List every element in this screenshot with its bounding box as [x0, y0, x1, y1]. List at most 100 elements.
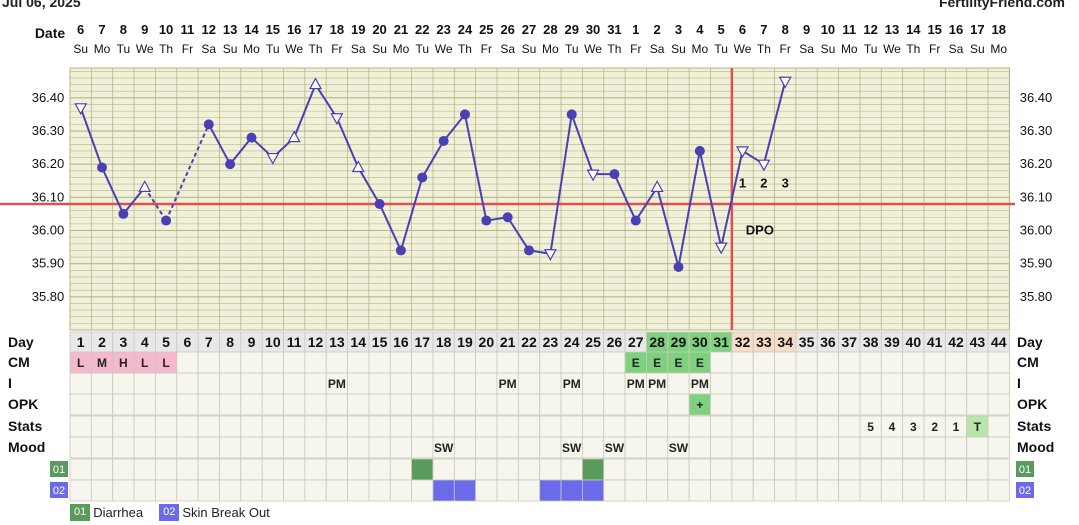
- cell-stats: [539, 415, 562, 438]
- row-label-cm: CM: [8, 354, 30, 370]
- row-label-right-stats: Stats: [1017, 418, 1051, 434]
- cell-mood: [389, 436, 413, 459]
- cell-stats: [987, 415, 1010, 438]
- cell-s2: [560, 479, 583, 502]
- cell-text-cm: E: [653, 356, 661, 370]
- cell-stats: [667, 415, 690, 438]
- cell-text-i: PM: [648, 377, 666, 391]
- cell-opk: [646, 393, 669, 416]
- cell-i: [219, 372, 242, 395]
- row-label-right-mood: Mood: [1017, 439, 1054, 455]
- cell-i: [539, 372, 562, 395]
- weekday-label: Sa: [500, 42, 515, 56]
- temp-segment: [101, 167, 125, 215]
- cell-cm: [795, 351, 818, 374]
- cell-cm: [325, 351, 348, 374]
- date-label: 8: [120, 22, 127, 37]
- weekday-label: Tu: [714, 42, 728, 56]
- cell-text-i: PM: [499, 377, 517, 391]
- cell-text-day: 35: [799, 334, 815, 350]
- cell-s2: [944, 479, 968, 502]
- date-label: 27: [522, 22, 536, 37]
- cell-i: [69, 372, 92, 395]
- cell-i: [987, 372, 1010, 395]
- temp-point-open: [757, 159, 771, 172]
- cell-i: [368, 372, 391, 395]
- cell-text-i: PM: [563, 377, 581, 391]
- cell-mood: [646, 436, 669, 459]
- cell-opk: [325, 393, 348, 416]
- cell-cm: [987, 351, 1010, 374]
- cell-s2: [453, 479, 477, 502]
- date-label: 28: [543, 22, 557, 37]
- cell-mood: [304, 436, 327, 459]
- date-label: 11: [181, 22, 195, 37]
- temp-point-open: [266, 152, 280, 165]
- cell-mood: [774, 436, 797, 459]
- cell-s1: [795, 458, 818, 481]
- symptom-code-right: 02: [1019, 485, 1031, 497]
- cell-stats: [325, 415, 348, 438]
- cell-i: [774, 372, 797, 395]
- cell-s1: [261, 458, 284, 481]
- temp-point-open: [309, 77, 323, 90]
- cell-text-day: 37: [841, 334, 857, 350]
- temp-point-open: [778, 76, 792, 89]
- date-label: 15: [927, 22, 941, 37]
- date-label: 13: [885, 22, 899, 37]
- cell-text-day: 21: [500, 334, 516, 350]
- cell-text-i: PM: [691, 377, 709, 391]
- temp-segment: [506, 216, 530, 251]
- date-label: 18: [330, 22, 344, 37]
- date-label: 9: [803, 22, 810, 37]
- date-label: 2: [654, 22, 661, 37]
- cell-mood: [816, 436, 840, 459]
- temp-segment: [634, 186, 658, 222]
- site-name[interactable]: FertilityFriend.com: [938, 0, 1065, 10]
- weekday-label: Th: [757, 42, 771, 56]
- cell-opk: [219, 393, 242, 416]
- temp-point-open: [74, 103, 88, 116]
- date-label: 5: [718, 22, 725, 37]
- cell-s2: [496, 479, 519, 502]
- temp-point-open: [714, 242, 728, 255]
- cell-s2: [667, 479, 690, 502]
- cell-opk: [112, 393, 135, 416]
- cell-s2: [795, 479, 818, 502]
- cell-s2: [923, 479, 946, 502]
- temp-point: [395, 245, 406, 256]
- weekday-label: We: [285, 42, 303, 56]
- cell-opk: [453, 393, 477, 416]
- cell-s2: [90, 479, 114, 502]
- cell-s2: [987, 479, 1010, 502]
- cell-s1: [304, 458, 327, 481]
- temp-segment: [293, 84, 317, 139]
- cell-cm: [603, 351, 626, 374]
- cell-i: [261, 372, 284, 395]
- date-label: 6: [739, 22, 746, 37]
- cell-text-day: 18: [436, 334, 452, 350]
- temp-segment: [207, 123, 232, 165]
- temp-point: [524, 245, 535, 256]
- cell-opk: [710, 393, 733, 416]
- cell-stats: [816, 415, 840, 438]
- cell-mood: [347, 436, 370, 459]
- row-label-right-i: I: [1017, 375, 1021, 391]
- cell-mood: [453, 436, 477, 459]
- weekday-label: Mo: [841, 42, 858, 56]
- cell-text-mood: SW: [669, 441, 689, 455]
- cell-s1: [475, 458, 498, 481]
- weekday-label: Sa: [799, 42, 814, 56]
- cell-s2: [197, 479, 220, 502]
- temp-point: [566, 109, 577, 120]
- row-label-i: I: [8, 375, 12, 391]
- cell-s1: [838, 458, 861, 481]
- cell-stats: [496, 415, 519, 438]
- cell-text-day: 33: [756, 334, 772, 350]
- date-label: 26: [500, 22, 514, 37]
- cell-opk: [475, 393, 498, 416]
- cell-stats: [176, 415, 199, 438]
- cell-i: [240, 372, 263, 395]
- cell-cm: [923, 351, 946, 374]
- legend-code-01: 01: [70, 504, 91, 521]
